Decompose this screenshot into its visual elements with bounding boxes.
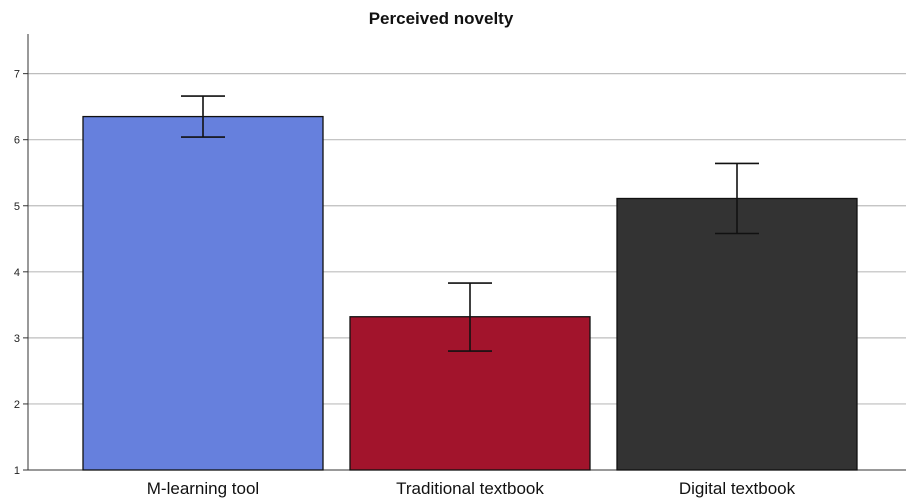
y-tick-label: 7 [14, 69, 20, 81]
error-bars [181, 95, 759, 352]
category-label: M-learning tool [147, 479, 259, 498]
bar [616, 197, 858, 471]
category-label: Digital textbook [679, 479, 796, 498]
category-labels: M-learning tool Traditional textbook Digit… [147, 479, 796, 498]
y-tick-label: 3 [14, 333, 20, 345]
y-tick-label: 1 [14, 465, 20, 477]
y-tick-label: 2 [14, 399, 20, 411]
chart-title: Perceived novelty [369, 9, 514, 28]
bar [82, 115, 324, 471]
y-tick-label: 6 [14, 135, 20, 147]
category-label: Traditional textbook [396, 479, 544, 498]
y-tick-label: 4 [14, 267, 20, 279]
y-tick-label: 5 [14, 201, 20, 213]
